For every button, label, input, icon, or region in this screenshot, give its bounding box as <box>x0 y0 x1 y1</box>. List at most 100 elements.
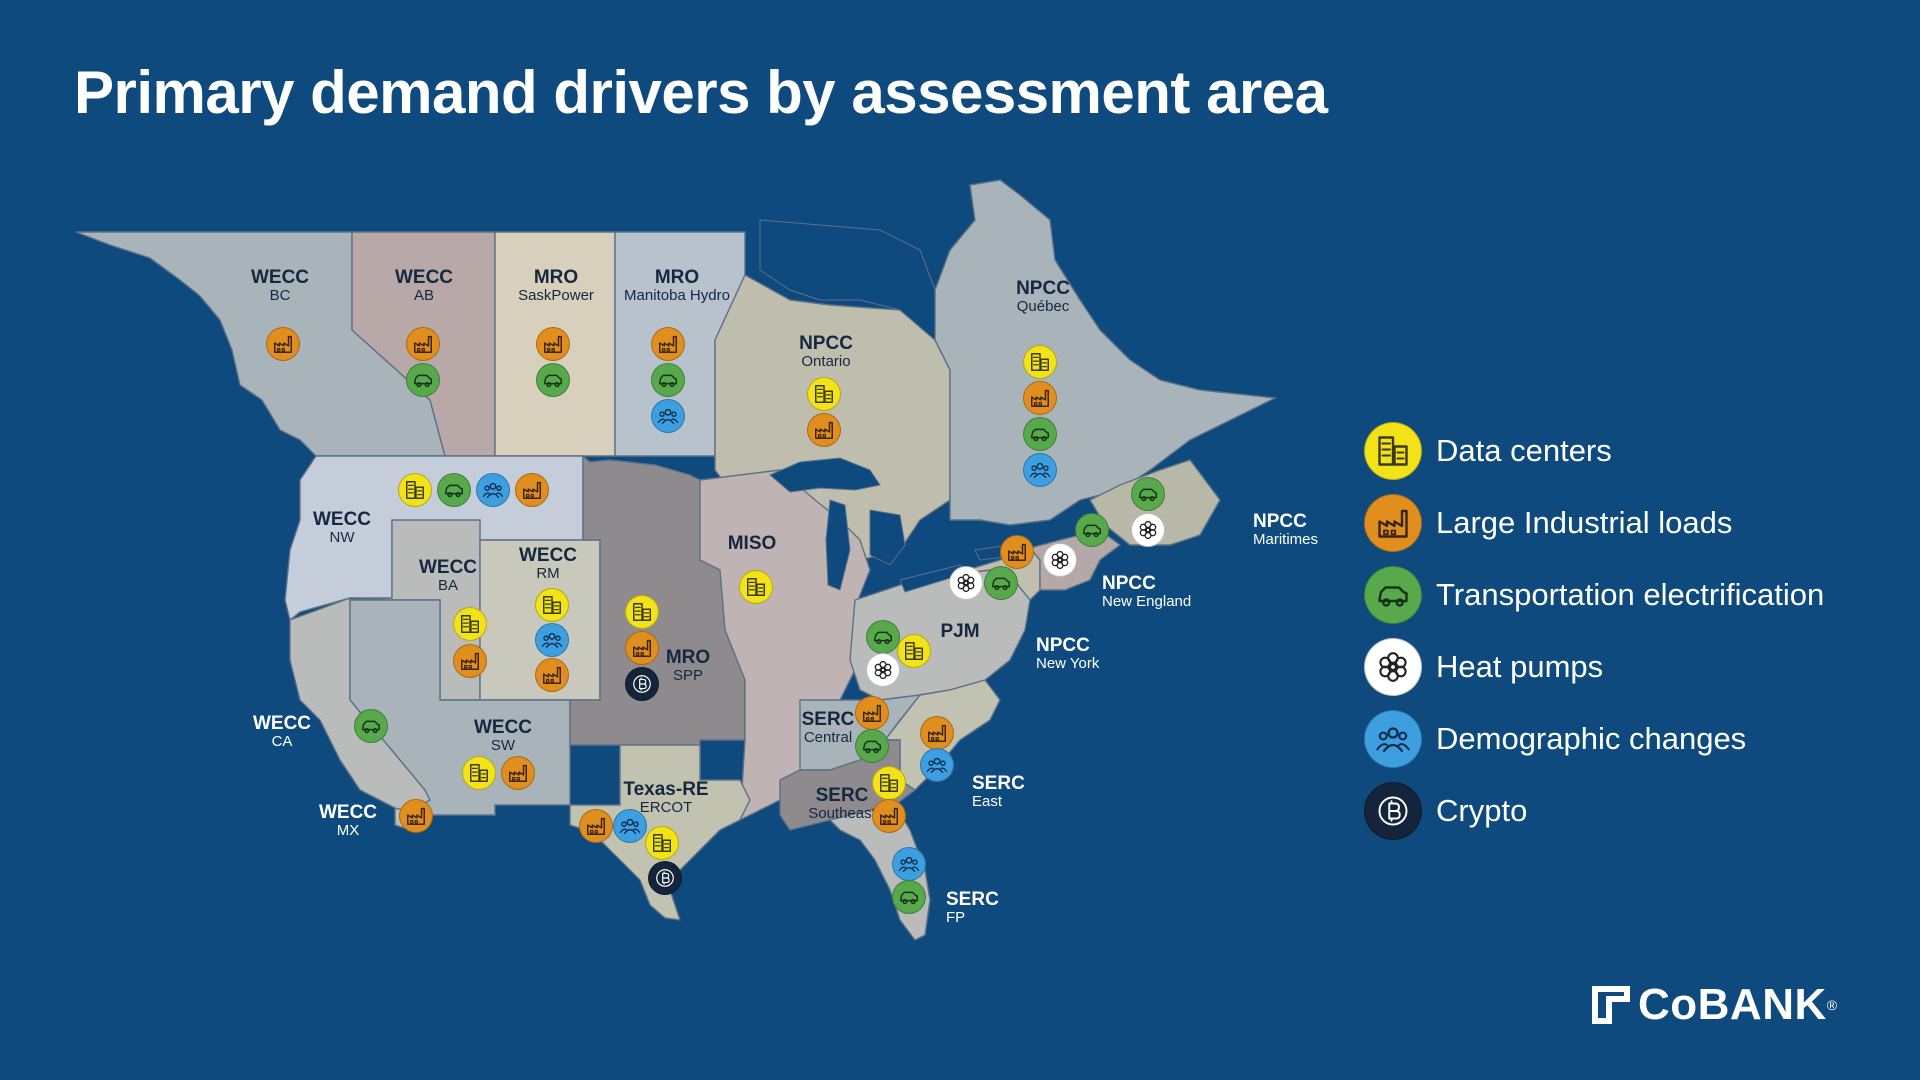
factory-glyph <box>880 807 898 825</box>
datacenter-glyph <box>747 578 765 596</box>
region-sub: East <box>972 792 1003 810</box>
cobank-logo: CoBANK ® <box>1590 980 1837 1030</box>
car-glyph <box>445 484 463 498</box>
people-glyph <box>926 757 948 774</box>
factory-glyph <box>509 764 527 782</box>
factory-icon <box>536 327 570 361</box>
label-npcc-ny: NPCC New York <box>1036 636 1099 672</box>
factory-glyph <box>1378 509 1408 538</box>
label-mro-spp: MRO SPP <box>666 648 710 684</box>
region-sub: SW <box>490 736 516 754</box>
datacenter-glyph <box>406 481 424 499</box>
car-glyph <box>659 374 677 388</box>
factory-glyph <box>544 335 562 353</box>
cobank-logo-mark-icon <box>1592 986 1630 1024</box>
factory-icon <box>535 658 569 692</box>
region-sub: SPP <box>672 666 704 684</box>
legend-label: Crypto <box>1436 793 1528 828</box>
region-sub: Québec <box>1016 297 1070 315</box>
region-sub: Central <box>803 728 853 746</box>
car-icon <box>866 620 900 654</box>
fan-glyph <box>1051 550 1069 570</box>
label-wecc-ca: WECC CA <box>253 714 311 750</box>
fan-icon <box>949 566 983 600</box>
car-icon <box>1131 477 1165 511</box>
people-icon <box>892 847 926 881</box>
bitcoin-icon <box>648 861 682 895</box>
datacenter-glyph <box>1378 436 1408 466</box>
car-icon <box>651 363 685 397</box>
label-wecc-ab: WECC AB <box>395 268 453 304</box>
people-glyph <box>1029 462 1051 479</box>
legend-item: Heat pumps <box>1364 631 1824 703</box>
fan-icon <box>866 653 900 687</box>
car-icon <box>984 566 1018 600</box>
label-wecc-bc: WECC BC <box>251 268 309 304</box>
people-icon <box>1023 453 1057 487</box>
region-sub: New England <box>1102 592 1192 610</box>
region-sub: NW <box>329 528 355 546</box>
region-name: MRO <box>533 267 579 288</box>
region-name: WECC <box>312 509 372 530</box>
people-glyph <box>619 818 641 835</box>
region-name: NPCC <box>1016 278 1070 299</box>
car-glyph <box>863 740 881 754</box>
factory-icon <box>625 631 659 665</box>
people-glyph <box>898 856 920 873</box>
car-icon <box>892 880 926 914</box>
region-sub: Southeast <box>808 804 876 822</box>
region-name: Texas-RE <box>623 779 709 800</box>
region-name: MRO <box>654 267 700 288</box>
factory-glyph <box>1008 543 1026 561</box>
legend-item: Data centers <box>1364 415 1824 487</box>
fan-glyph <box>1379 652 1407 682</box>
label-miso: MISO <box>728 534 777 554</box>
car-icon <box>855 729 889 763</box>
datacenter-icon <box>739 570 773 604</box>
label-serc-fp: SERC FP <box>946 890 999 926</box>
region-name: NPCC <box>799 333 853 354</box>
legend-label: Data centers <box>1436 433 1612 468</box>
car-icon <box>437 473 471 507</box>
region-npcc-quebec <box>934 179 1278 526</box>
car-glyph <box>414 374 432 388</box>
region-name: NPCC <box>1036 635 1090 656</box>
datacenter-icon <box>645 826 679 860</box>
factory-icon <box>855 696 889 730</box>
region-name: PJM <box>940 621 980 642</box>
factory-icon <box>406 327 440 361</box>
datacenter-icon <box>1364 422 1422 480</box>
region-sub: ERCOT <box>639 798 693 816</box>
region-name: MISO <box>727 533 777 554</box>
factory-glyph <box>815 421 833 439</box>
car-glyph <box>992 577 1010 591</box>
label-texas-re: Texas-RE ERCOT <box>623 780 708 816</box>
region-sub: FP <box>946 908 966 926</box>
label-npcc-maritimes: NPCC Maritimes <box>1253 512 1318 548</box>
region-name: SERC <box>972 773 1025 794</box>
factory-icon <box>651 327 685 361</box>
label-serc-southeast: SERC Southeast <box>808 786 876 822</box>
region-sub: RM <box>536 564 560 582</box>
factory-glyph <box>1031 389 1049 407</box>
factory-icon <box>920 716 954 750</box>
datacenter-icon <box>897 634 931 668</box>
label-wecc-nw: WECC NW <box>313 510 371 546</box>
region-sub: New York <box>1036 654 1100 672</box>
factory-icon <box>1000 535 1034 569</box>
datacenter-glyph <box>815 385 833 403</box>
car-glyph <box>1031 428 1049 442</box>
label-npcc-ne: NPCC New England <box>1102 574 1191 610</box>
factory-glyph <box>414 335 432 353</box>
factory-glyph <box>543 666 561 684</box>
fan-icon <box>1364 638 1422 696</box>
people-icon <box>476 473 510 507</box>
lake-superior <box>769 457 881 493</box>
factory-glyph <box>659 335 677 353</box>
legend-item: Transportation electrification <box>1364 559 1824 631</box>
datacenter-icon <box>625 595 659 629</box>
factory-glyph <box>523 481 541 499</box>
logo-registered-mark: ® <box>1826 997 1838 1013</box>
label-serc-central: SERC Central <box>802 710 855 746</box>
region-name: WECC <box>318 802 378 823</box>
